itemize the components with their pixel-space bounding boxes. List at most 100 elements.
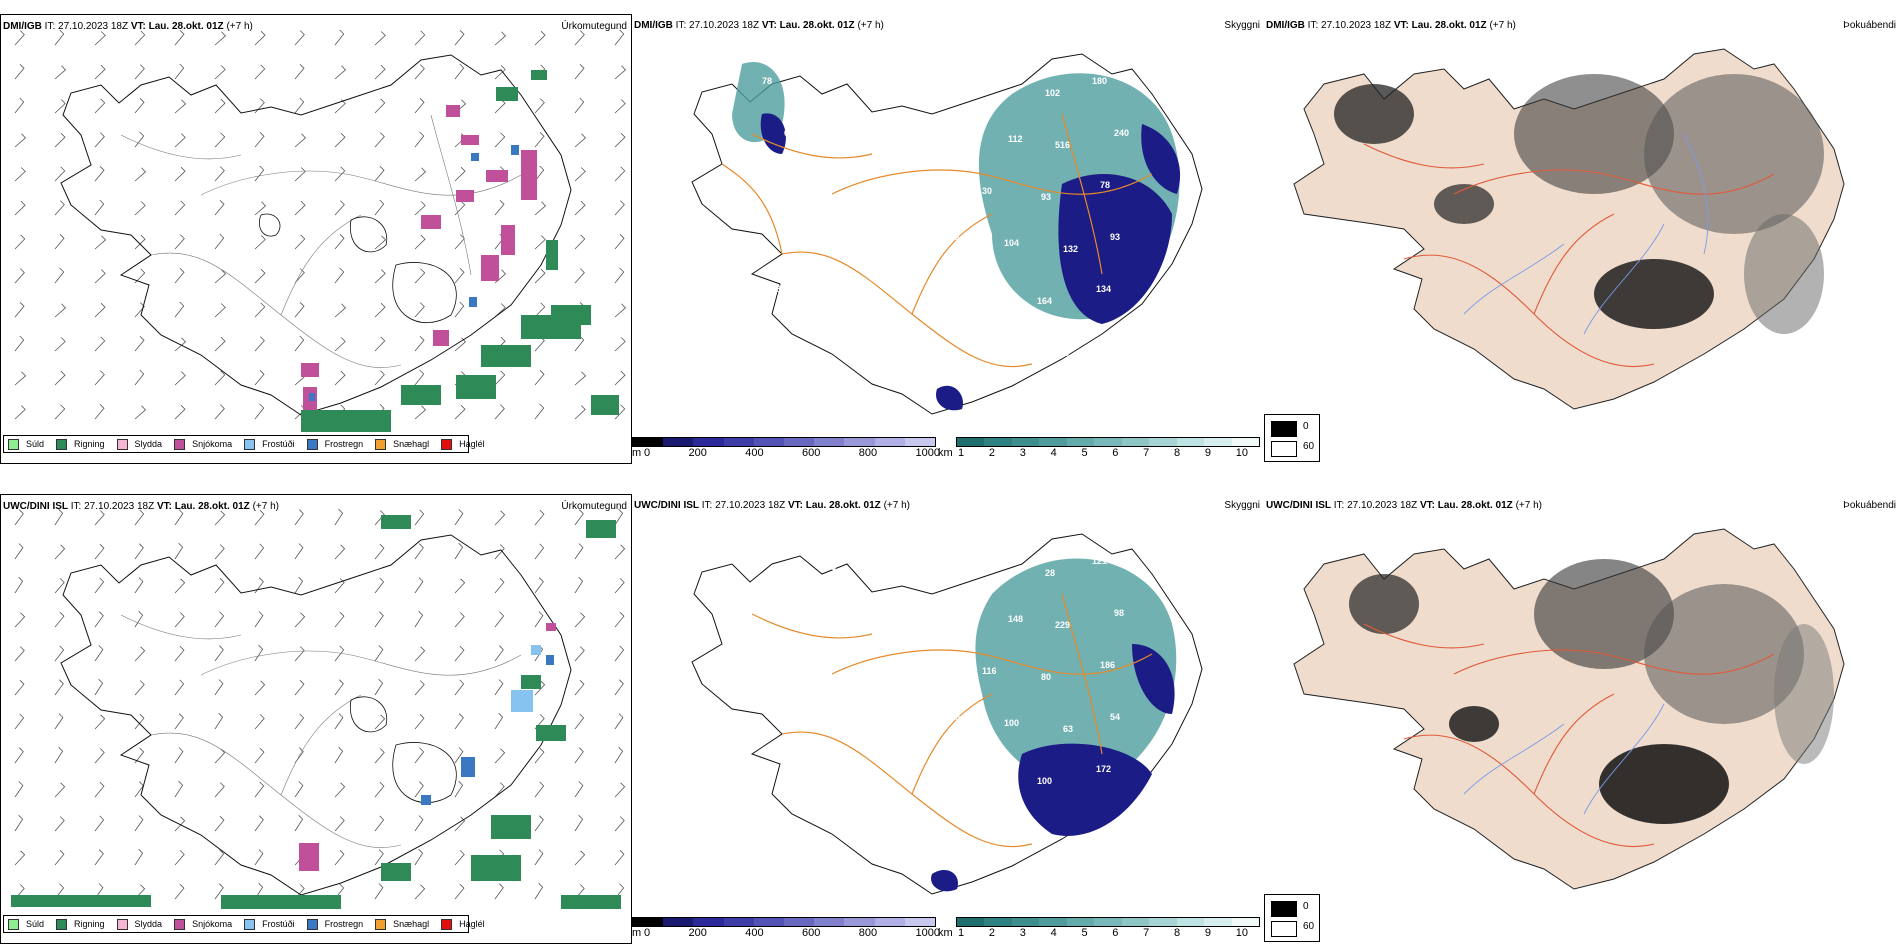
fog-shading <box>1349 559 1834 824</box>
cloud-base-label: 242 <box>770 180 785 190</box>
wind-barb <box>334 166 346 182</box>
cloud-base-label: 164 <box>1037 296 1052 306</box>
wind-barb <box>214 269 227 284</box>
wind-barb <box>614 849 625 866</box>
cloud-base-label: 102 <box>1045 88 1060 98</box>
wind-barb <box>374 31 386 46</box>
wind-barb <box>54 508 64 526</box>
cloud-base-colorbar <box>632 437 936 447</box>
wind-barb <box>54 679 64 696</box>
wind-barb <box>414 405 427 420</box>
legend-label: Súld <box>26 919 45 929</box>
wind-barb <box>254 302 266 318</box>
legend-swatch <box>116 918 128 930</box>
wind-barb <box>254 714 265 730</box>
wind-barb <box>574 850 586 866</box>
wind-barb <box>374 883 384 900</box>
wind-barb <box>294 713 305 730</box>
cloud-base-labels: 7 143 112 105 38 28 121 204 209 99 92 148 229 98 102 10… <box>762 556 1124 786</box>
legend-swatch <box>441 918 453 930</box>
wind-barb <box>454 612 465 628</box>
fog-key-label-max: 60 <box>1303 441 1315 452</box>
wind-barb <box>334 267 345 284</box>
legend-label: Frostúði <box>262 439 295 449</box>
legend-label: Súld <box>26 439 45 449</box>
wind-barb <box>414 30 426 46</box>
cloud-base-label: 28 <box>1045 568 1055 578</box>
wind-barb <box>174 850 185 866</box>
wind-barb <box>134 201 146 216</box>
wind-barb <box>94 31 106 46</box>
fog-key-label-min: 0 <box>1303 901 1309 912</box>
colorbar-tick: 4 <box>1050 447 1057 459</box>
wind-barb <box>14 405 26 420</box>
colorbar-segment <box>753 918 785 926</box>
wind-barb <box>94 235 107 250</box>
freezing-drizzle-areas <box>511 645 541 712</box>
wind-barb <box>614 508 624 526</box>
legend-item: Rigning <box>56 918 105 930</box>
wind-barb <box>454 509 464 526</box>
wind-barb <box>254 577 264 594</box>
cloud-base-label: 112 <box>880 568 895 578</box>
wind-barb <box>14 64 25 80</box>
cloud-base-label: 172 <box>1096 764 1111 774</box>
legend-swatch <box>244 918 256 930</box>
wind-barb <box>174 747 184 764</box>
colorbar-segment <box>874 918 905 926</box>
iceland-fog-map <box>1293 528 1845 890</box>
colorbar-segment <box>814 918 845 926</box>
legend-label: Slydda <box>134 919 163 929</box>
wind-barb <box>54 782 66 798</box>
cloud-base-label: 83 <box>788 336 798 346</box>
wind-barb <box>214 645 224 662</box>
wind-barb <box>334 65 347 80</box>
cloud-base-label: 112 <box>1008 134 1023 144</box>
colorbar-tick: 800 <box>858 447 878 459</box>
wind-barb <box>574 543 584 560</box>
cloud-base-label: 54 <box>1110 712 1120 722</box>
wind-barb <box>254 815 264 832</box>
wind-barb <box>294 543 304 560</box>
wind-barb <box>294 612 306 628</box>
cloud-base-label: 82 <box>990 290 1000 300</box>
colorbar-segment <box>1011 918 1040 926</box>
wind-barb <box>534 509 545 526</box>
wind-barb <box>574 646 585 662</box>
wind-barb <box>374 269 386 284</box>
wind-barb <box>614 99 626 114</box>
wind-barb <box>254 403 265 420</box>
colorbar-tick: 2 <box>988 927 995 939</box>
wind-barb <box>374 577 385 594</box>
colorbar-segment <box>1176 438 1205 446</box>
colorbar-segment <box>984 918 1012 926</box>
legend-item: Súld <box>8 438 45 450</box>
wind-barb <box>374 645 384 662</box>
wind-barb <box>254 268 266 284</box>
wind-barb <box>294 268 305 284</box>
wind-barb <box>174 133 186 148</box>
rivers <box>1463 703 1665 815</box>
colorbar-segment <box>663 438 694 446</box>
low-cloud-shading <box>760 113 1181 411</box>
colorbar-segment <box>957 918 985 926</box>
colorbar-segment <box>1094 918 1122 926</box>
wind-barb <box>134 509 145 526</box>
road-network <box>1363 623 1775 848</box>
wind-barb <box>534 370 545 386</box>
precip-type-legend: Súld Rigning Slydda Snjókoma Frostúði Frostre… <box>3 915 485 933</box>
wind-barb <box>574 371 587 386</box>
cloud-base-label: 78 <box>1100 180 1110 190</box>
wind-barb <box>614 303 627 318</box>
cloud-base-label: 67 <box>931 764 941 774</box>
wind-barb <box>574 509 584 526</box>
cloud-base-label: 94 <box>931 284 941 294</box>
wind-barb <box>14 646 25 662</box>
legend-item: Snæhagl <box>375 438 429 450</box>
wind-barb <box>174 645 185 662</box>
wind-barb <box>414 336 425 352</box>
panel-title: Þokuábendi <box>1843 500 1896 511</box>
colorbar-tick: 1000 <box>915 447 940 459</box>
wind-barb <box>494 200 505 216</box>
cloud-base-label: 208 <box>817 186 832 196</box>
